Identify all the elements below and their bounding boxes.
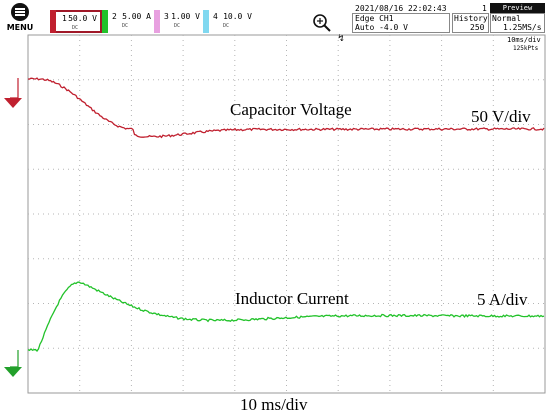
channel-2-scale: 5.00 A [122,12,151,21]
x-axis-label: 10 ms/div [240,395,308,414]
channel-4-color-tab [203,10,209,33]
trigger-type: Edge CH1 [355,14,394,23]
trigger-info-box[interactable] [352,13,450,33]
channel-1-ground-marker [4,78,22,108]
channel-2-color-tab [102,10,108,33]
inductor-scale-label: 5 A/div [477,290,528,309]
channel-2-indicator[interactable]: 2 5.00 A DC [102,10,154,33]
sample-rate: 1.25MS/s [503,23,542,32]
history-box[interactable] [452,13,489,33]
channel-2-number: 2 [112,12,117,21]
graticule-grid [27,34,546,394]
preview-badge[interactable]: Preview [490,3,545,13]
acquisition-count: 1 [482,4,487,13]
capacitor-scale-label: 50 V/div [471,107,531,126]
history-label: History [454,14,488,23]
channel-1-color-tab [50,10,56,33]
channel-2-coupling-glyph: DC [122,23,129,29]
history-value: 250 [470,23,485,32]
channel-4-coupling-glyph: DC [223,23,230,29]
channel-1-number: 1 [62,14,67,23]
acquisition-mode-box[interactable] [490,13,545,33]
record-length: 125kPts [513,45,539,52]
channel-2-ground-marker [4,350,22,377]
menu-label: MENU [6,23,34,32]
acquisition-mode: Normal [492,14,521,23]
channel-1-scale: 50.0 V [68,14,97,23]
channel-3-indicator[interactable]: 3 1.00 V DC [154,10,203,33]
channel-1-indicator[interactable]: 1 50.0 V DC [50,10,102,33]
trigger-position-marker: ↯ [338,33,345,44]
channel-4-indicator[interactable]: 4 10.0 V DC [203,10,255,33]
inductor-current-trace [27,281,545,352]
timebase: 10ms/div [507,36,541,44]
channel-3-scale: 1.00 V [171,12,200,21]
capacitor-voltage-trace [27,77,545,139]
trigger-mode: Auto -4.0 V [355,23,408,32]
channel-3-number: 3 [164,12,169,21]
channel-4-number: 4 [213,12,218,21]
zoom-icon[interactable] [312,13,332,33]
channel-3-coupling-glyph: DC [174,23,181,29]
channel-4-scale: 10.0 V [223,12,252,21]
menu-icon [11,3,29,21]
menu-button[interactable]: MENU [3,3,47,35]
channel-3-color-tab [154,10,160,33]
capacitor-voltage-label: Capacitor Voltage [230,100,352,119]
channel-1-coupling-glyph: DC [72,25,79,31]
datetime: 2021/08/16 22:02:43 [355,4,447,13]
inductor-current-label: Inductor Current [235,289,349,308]
